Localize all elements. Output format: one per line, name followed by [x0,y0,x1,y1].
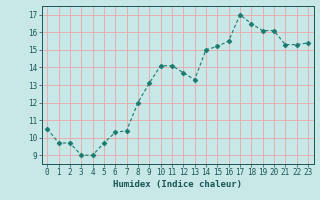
X-axis label: Humidex (Indice chaleur): Humidex (Indice chaleur) [113,180,242,189]
